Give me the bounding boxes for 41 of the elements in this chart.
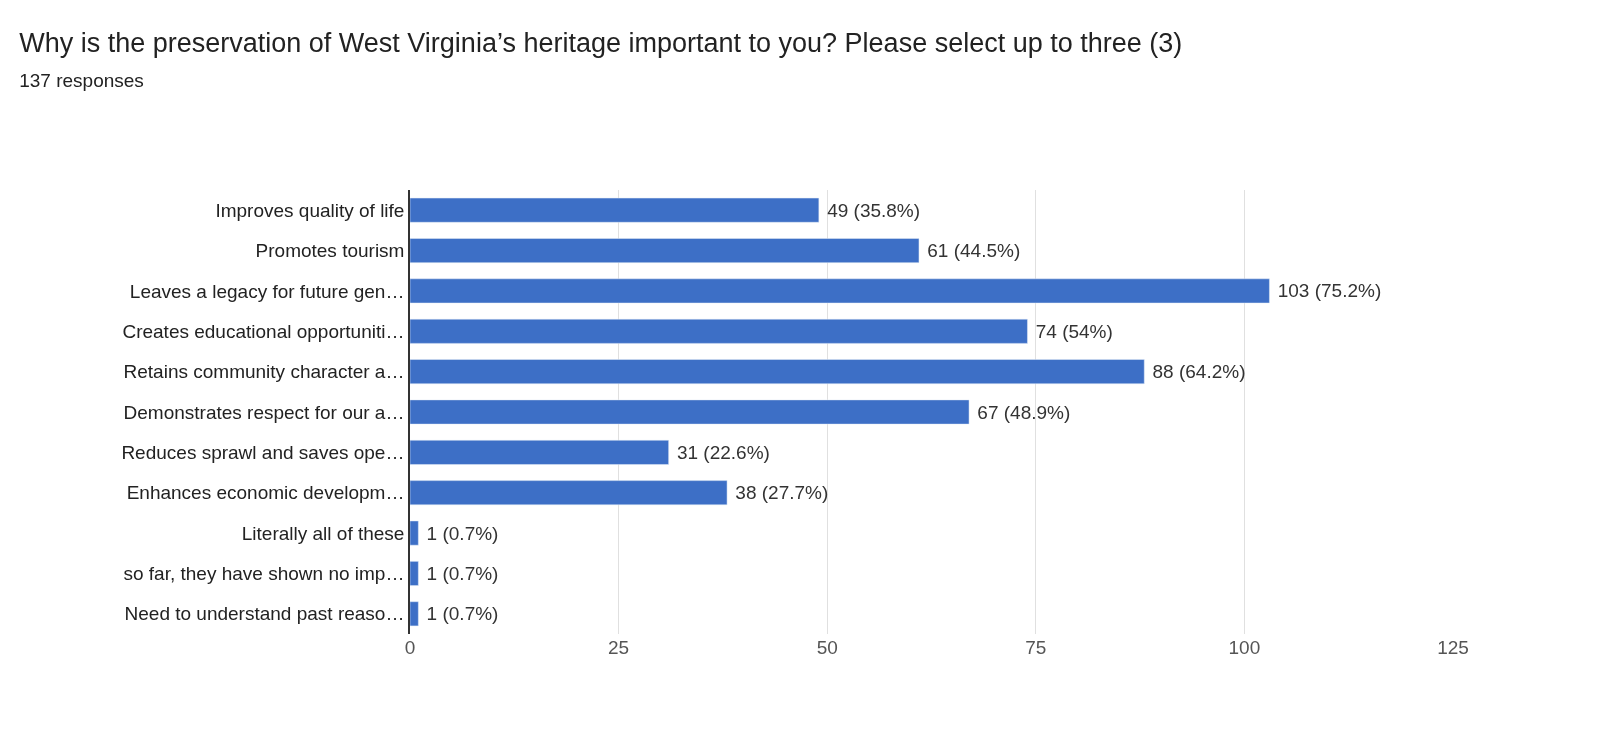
data-label: 74 (54%) (1030, 320, 1113, 342)
bar (410, 399, 970, 425)
data-label: 88 (64.2%) (1147, 361, 1246, 383)
y-tick-label: Improves quality of life (215, 199, 405, 221)
bar (410, 440, 669, 465)
y-tick-label: Literally all of these (241, 522, 405, 544)
data-label: 1 (0.7%) (421, 522, 499, 544)
data-label: 31 (22.6%) (671, 441, 770, 463)
y-tick-label: Demonstrates respect for our a… (123, 401, 405, 423)
y-tick-label: so far, they have shown no imp… (123, 563, 405, 585)
y-tick-label: Reduces sprawl and saves ope… (121, 442, 405, 464)
bar (410, 197, 820, 223)
x-tick-label: 100 (1228, 637, 1261, 658)
data-label: 38 (27.7%) (730, 482, 829, 504)
data-label: 67 (48.9%) (972, 401, 1071, 423)
x-tick-label: 125 (1437, 637, 1469, 658)
chart-title: Why is the preservation of West Virginia’s heritage important to you? Please select up to three (3) (19, 28, 1183, 59)
data-label: 103 (75.2%) (1272, 280, 1382, 302)
bar (410, 318, 1028, 344)
y-tick-label: Retains community character a… (123, 361, 405, 383)
data-label: 49 (35.8%) (821, 199, 921, 221)
bar (410, 359, 1145, 384)
y-tick-label: Enhances economic developm… (126, 482, 405, 504)
data-label: 61 (44.5%) (921, 240, 1021, 262)
x-tick-label: 75 (1025, 637, 1047, 658)
y-tick-label: Promotes tourism (255, 240, 405, 262)
x-tick-label: 0 (404, 637, 416, 658)
bar (410, 278, 1270, 304)
text: 137 responses (19, 70, 144, 92)
y-tick-label: Creates educational opportuniti… (122, 320, 405, 342)
data-label: 1 (0.7%) (421, 562, 499, 584)
y-tick-label: Leaves a legacy for future gen… (129, 280, 405, 302)
bar (410, 480, 728, 506)
bar (410, 238, 920, 263)
bar (410, 520, 419, 546)
bar (410, 601, 419, 627)
bar (410, 561, 419, 586)
x-tick-label: 25 (608, 637, 630, 658)
data-label: 1 (0.7%) (421, 603, 499, 625)
x-tick-label: 50 (816, 637, 838, 658)
y-tick-label: Need to understand past reaso… (124, 603, 405, 625)
